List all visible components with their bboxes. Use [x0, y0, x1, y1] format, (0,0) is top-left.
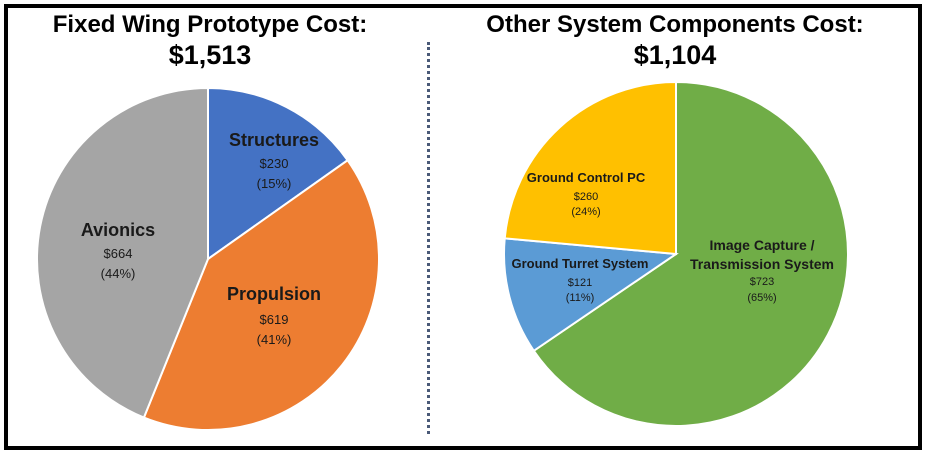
other-components-slice-1-pct-label: (11%)	[566, 292, 595, 304]
fixed-wing-slice-1-value-label: $619	[260, 312, 289, 327]
fixed-wing-slice-0-name-label: Structures	[229, 130, 319, 150]
other-components-slice-1-value-label: $121	[568, 277, 592, 289]
fixed-wing-slice-2-name-label: Avionics	[81, 220, 155, 240]
left-chart-title: Fixed Wing Prototype Cost:	[52, 11, 368, 38]
other-components-slice-1-name-label: Ground Turret System	[511, 256, 648, 271]
right-chart-title: Other System Components Cost:	[486, 11, 864, 38]
right-chart-title-block: Other System Components Cost: $1,104	[440, 10, 910, 70]
fixed-wing-slice-2	[36, 86, 209, 419]
left-chart-total: $1,513	[168, 40, 252, 70]
other-components-slice-2-pct-label: (24%)	[571, 206, 600, 218]
left-chart-title-block: Fixed Wing Prototype Cost: $1,513	[0, 10, 420, 70]
other-components-slice-0-name-label: Image Capture /	[709, 237, 814, 253]
other-components-slice-2-name-label: Ground Control PC	[527, 170, 646, 185]
other-components-slice-2-value-label: $260	[574, 191, 598, 203]
other-components-slice-0-name-label: Transmission System	[690, 256, 834, 272]
fixed-wing-slice-1-name-label: Propulsion	[227, 284, 321, 304]
fixed-wing-slice-0-pct-label: (15%)	[257, 176, 292, 191]
other-components-slice-2	[503, 80, 677, 256]
fixed-wing-slice-1	[142, 158, 380, 431]
other-components-slice-0-pct-label: (65%)	[747, 292, 776, 304]
fixed-wing-slice-0	[207, 86, 349, 261]
other-components-slice-1	[503, 237, 679, 353]
other-components-slice-0	[532, 80, 849, 427]
fixed-wing-slice-2-pct-label: (44%)	[101, 266, 136, 281]
fixed-wing-slice-0-value-label: $230	[260, 156, 289, 171]
other-components-slice-0-value-label: $723	[750, 276, 774, 288]
dotted-divider	[427, 42, 430, 434]
fixed-wing-slice-1-pct-label: (41%)	[257, 332, 292, 347]
right-chart-total: $1,104	[633, 40, 717, 70]
fixed-wing-slice-2-value-label: $664	[104, 246, 133, 261]
